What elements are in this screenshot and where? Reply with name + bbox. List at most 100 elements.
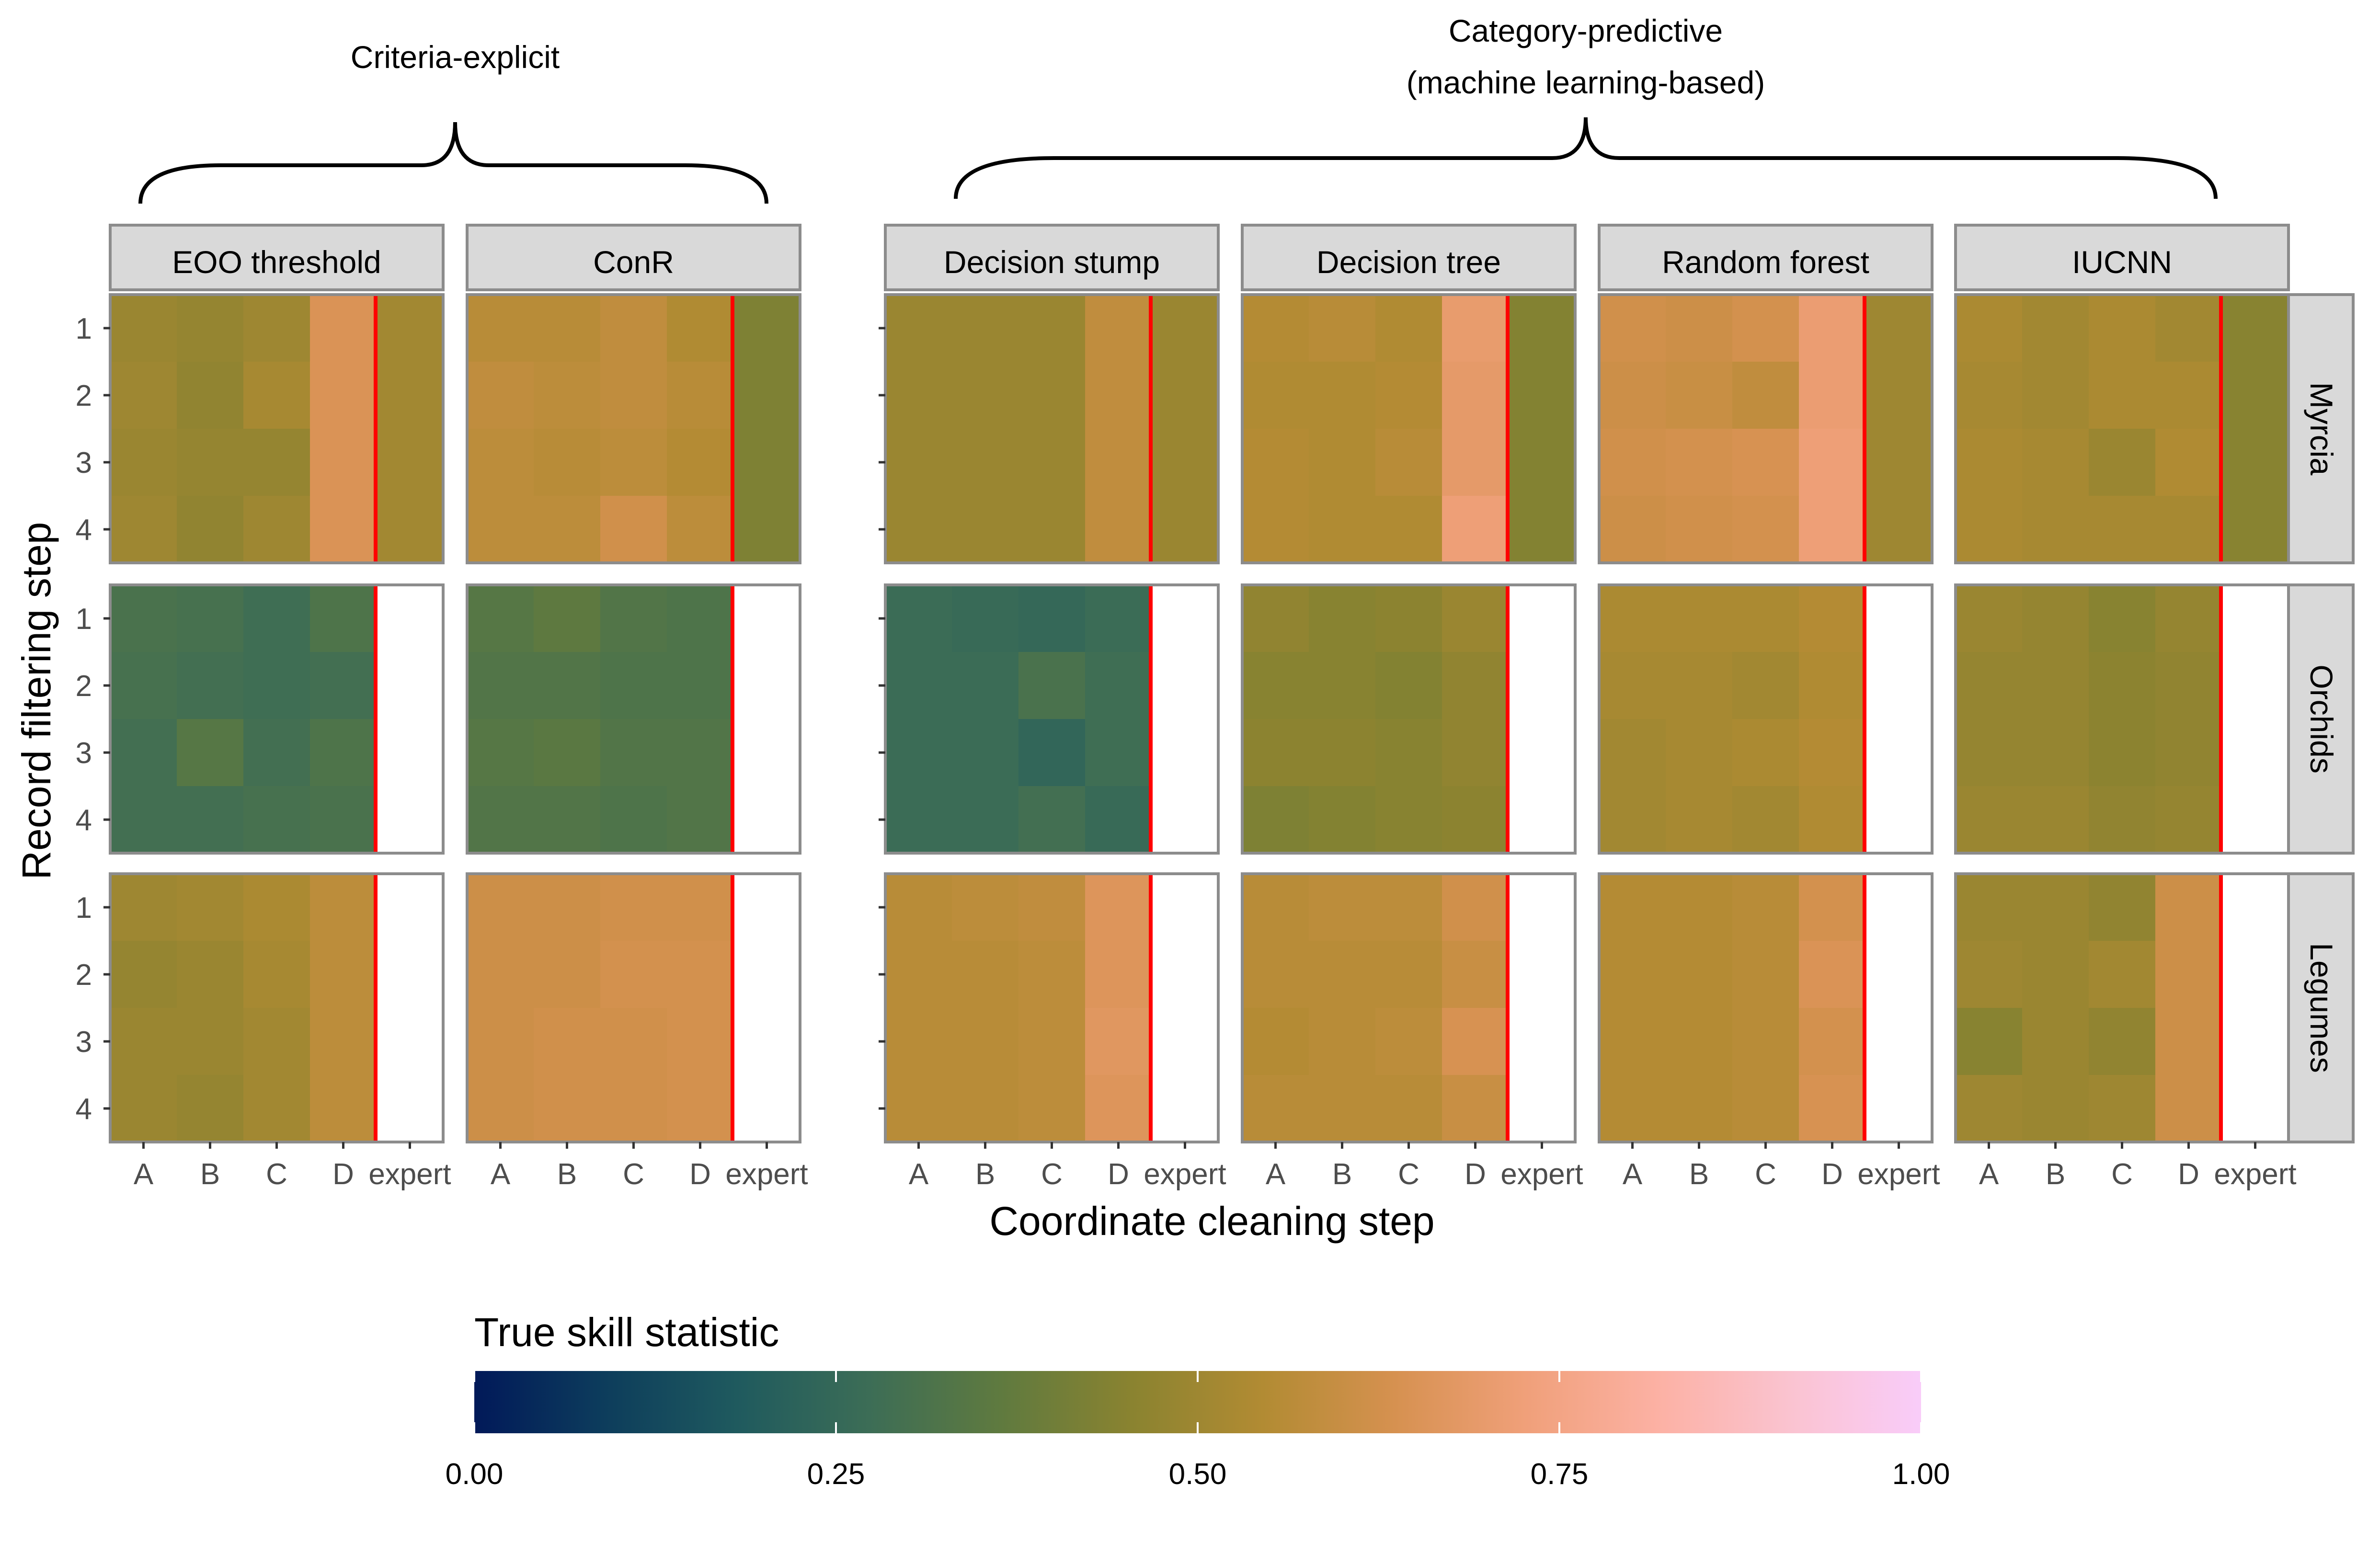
heatmap-cell: Myrcia / Decision tree B3: 0.54 <box>1309 429 1376 496</box>
heatmap-cell: Orchids / ConR A1: 0.34 <box>467 585 534 652</box>
heatmap-cell: Myrcia / EOO threshold D4: 0.65 <box>310 496 377 563</box>
x-tick-label: expert <box>1144 1158 1226 1191</box>
heatmap-cell: Myrcia / IUCNN expert4: 0.45 <box>2222 496 2289 563</box>
legend-tick-label: 1.00 <box>1892 1458 1950 1491</box>
heatmap-cell: Myrcia / ConR D1: 0.54 <box>667 295 734 362</box>
heatmap-cell: Myrcia / EOO threshold B1: 0.48 <box>177 295 244 362</box>
heatmap-cell: Myrcia / IUCNN expert2: 0.45 <box>2222 362 2289 429</box>
heatmap-cell: Myrcia / Decision stump A4: 0.49 <box>885 496 952 563</box>
heatmap-cell: Orchids / EOO threshold C1: 0.28 <box>243 585 310 652</box>
heatmap-cell: Myrcia / Decision stump B3: 0.49 <box>952 429 1019 496</box>
panel-legumes-eoo-threshold: Legumes / EOO threshold A1: 0.5Legumes /… <box>76 872 451 1191</box>
heatmap-cell: Myrcia / Random forest B4: 0.62 <box>1666 496 1733 563</box>
legend-tick-label: 0.75 <box>1531 1458 1589 1491</box>
heatmap-cell: Orchids / Decision tree B1: 0.45 <box>1309 585 1376 652</box>
y-tick-label: 1 <box>76 891 92 925</box>
heatmap-cell: Myrcia / Random forest D1: 0.71 <box>1799 295 1866 362</box>
heatmap-cell: Orchids / EOO threshold B4: 0.29 <box>177 786 244 854</box>
heatmap-cell: Myrcia / Random forest D3: 0.72 <box>1799 429 1866 496</box>
heatmap-cell: Legumes / EOO threshold C2: 0.52 <box>243 941 310 1008</box>
heatmap-cell: Myrcia / IUCNN D3: 0.54 <box>2155 429 2222 496</box>
heatmap-cell: Orchids / Random forest A3: 0.51 <box>1599 719 1666 787</box>
heatmap-cell: Myrcia / ConR A1: 0.56 <box>467 295 534 362</box>
heatmap-cell: Orchids / Decision tree C2: 0.44 <box>1375 652 1442 720</box>
x-tick-label: A <box>1623 1158 1643 1191</box>
heatmap-cell: Myrcia / ConR expert3: 0.43 <box>733 429 801 496</box>
x-tick-label: C <box>266 1158 287 1191</box>
heatmap-cell: Myrcia / IUCNN D4: 0.52 <box>2155 496 2222 563</box>
heatmap-cell: Myrcia / IUCNN A4: 0.53 <box>1956 496 2023 563</box>
heatmap-cell: Myrcia / EOO threshold A1: 0.49 <box>110 295 177 362</box>
heatmap-cell: Orchids / Decision stump D1: 0.27 <box>1085 585 1152 652</box>
heatmap-cell: Orchids / Decision stump A4: 0.27 <box>885 786 952 854</box>
heatmap-cell: Myrcia / Random forest B1: 0.61 <box>1666 295 1733 362</box>
panel-myrcia-random-forest: Myrcia / Random forest A1: 0.62Myrcia / … <box>1598 293 1934 564</box>
heatmap-cell: Orchids / Decision stump A2: 0.27 <box>885 652 952 720</box>
y-tick-label: 2 <box>76 670 92 703</box>
heatmap-cell: Myrcia / Decision stump A1: 0.49 <box>885 295 952 362</box>
heatmap-cell: Legumes / IUCNN D4: 0.61 <box>2155 1075 2222 1142</box>
panel-myrcia-decision-stump: Myrcia / Decision stump A1: 0.49Myrcia /… <box>879 293 1220 564</box>
heatmap-cell: Orchids / Decision tree A4: 0.43 <box>1242 786 1309 854</box>
heatmap-cell: Legumes / IUCNN B4: 0.49 <box>2022 1075 2089 1142</box>
x-tick-label: D <box>332 1158 354 1191</box>
x-tick-label: C <box>1041 1158 1063 1191</box>
heatmap-cell: Myrcia / ConR C3: 0.57 <box>600 429 667 496</box>
heatmap-cell: Orchids / Random forest C1: 0.53 <box>1732 585 1799 652</box>
heatmap-cell: Legumes / IUCNN A4: 0.5 <box>1956 1075 2023 1142</box>
heatmap-cell: Myrcia / EOO threshold B2: 0.47 <box>177 362 244 429</box>
row-strip-label: Orchids <box>2304 664 2339 773</box>
heatmap-cell: Orchids / Decision tree C4: 0.45 <box>1375 786 1442 854</box>
heatmap-cell: Legumes / EOO threshold D3: 0.57 <box>310 1008 377 1075</box>
heatmap-cell: Myrcia / Decision tree expert3: 0.44 <box>1509 429 1576 496</box>
x-tick-label: D <box>1465 1158 1486 1191</box>
heatmap-cell: Myrcia / Decision stump expert3: 0.49 <box>1152 429 1219 496</box>
group-label-criteria-explicit: Criteria-explicit <box>351 39 560 75</box>
heatmap-cell: Legumes / Decision tree C2: 0.56 <box>1375 941 1442 1008</box>
heatmap-cell: Legumes / Decision stump B3: 0.56 <box>952 1008 1019 1075</box>
heatmap-cell: Myrcia / Decision tree B1: 0.56 <box>1309 295 1376 362</box>
heatmap-cell: Myrcia / Decision tree C3: 0.56 <box>1375 429 1442 496</box>
x-tick-label: A <box>491 1158 511 1191</box>
heatmap-cell: Legumes / EOO threshold B3: 0.49 <box>177 1008 244 1075</box>
heatmap-cell: Myrcia / ConR D4: 0.57 <box>667 496 734 563</box>
heatmap-cell: Orchids / ConR B2: 0.33 <box>534 652 601 720</box>
heatmap-cell: Orchids / Decision tree C3: 0.45 <box>1375 719 1442 787</box>
heatmap-cell: Myrcia / ConR B4: 0.57 <box>534 496 601 563</box>
row-strip-label: Legumes <box>2304 943 2339 1073</box>
heatmap-cell: Orchids / EOO threshold B1: 0.3 <box>177 585 244 652</box>
heatmap-cell: Myrcia / ConR A4: 0.57 <box>467 496 534 563</box>
heatmap-cell: Legumes / ConR D2: 0.63 <box>667 941 734 1008</box>
panel-myrcia-eoo-threshold: Myrcia / EOO threshold A1: 0.49Myrcia / … <box>76 293 445 564</box>
heatmap-cell: Myrcia / Decision stump expert2: 0.49 <box>1152 362 1219 429</box>
heatmap-cell: Legumes / EOO threshold A4: 0.49 <box>110 1075 177 1142</box>
heatmap-cell: Orchids / ConR C4: 0.32 <box>600 786 667 854</box>
heatmap-cell: Myrcia / IUCNN D1: 0.51 <box>2155 295 2222 362</box>
heatmap-cell: Myrcia / Decision tree D2: 0.69 <box>1442 362 1509 429</box>
heatmap-cell: Legumes / Decision tree C4: 0.56 <box>1375 1075 1442 1142</box>
heatmap-cell: Orchids / Random forest A4: 0.51 <box>1599 786 1666 854</box>
heatmap-cell: Legumes / IUCNN A3: 0.45 <box>1956 1008 2023 1075</box>
heatmap-cell: Legumes / Decision tree D2: 0.6 <box>1442 941 1509 1008</box>
heatmap-cell: Myrcia / ConR D3: 0.55 <box>667 429 734 496</box>
panel-border <box>884 583 1220 855</box>
heatmap-cell: Legumes / IUCNN C1: 0.47 <box>2089 874 2156 941</box>
heatmap-cell: Myrcia / EOO threshold C3: 0.48 <box>243 429 310 496</box>
heatmap-cell: Legumes / IUCNN A1: 0.49 <box>1956 874 2023 941</box>
heatmap-cell: Orchids / Decision tree B3: 0.46 <box>1309 719 1376 787</box>
heatmap-cell: Legumes / Decision stump A2: 0.56 <box>885 941 952 1008</box>
heatmap-cell: Legumes / EOO threshold C3: 0.51 <box>243 1008 310 1075</box>
legend-title: True skill statistic <box>474 1310 779 1355</box>
panel-border <box>466 583 801 855</box>
heatmap-cell: Legumes / ConR D1: 0.62 <box>667 874 734 941</box>
x-tick-label: C <box>1755 1158 1776 1191</box>
heatmap-cell: Orchids / IUCNN D1: 0.48 <box>2155 585 2222 652</box>
heatmap-cell: Orchids / IUCNN C3: 0.46 <box>2089 719 2156 787</box>
panel-border <box>884 293 1220 564</box>
heatmap-cell: Legumes / IUCNN B3: 0.49 <box>2022 1008 2089 1075</box>
heatmap-cell: Legumes / ConR D3: 0.63 <box>667 1008 734 1075</box>
heatmap-cell: Orchids / Random forest B3: 0.52 <box>1666 719 1733 787</box>
heatmap-cell: Orchids / Decision stump C4: 0.29 <box>1018 786 1086 854</box>
heatmap-cell: Legumes / Decision tree D3: 0.64 <box>1442 1008 1509 1075</box>
heatmap-cell: Myrcia / Decision tree A2: 0.54 <box>1242 362 1309 429</box>
